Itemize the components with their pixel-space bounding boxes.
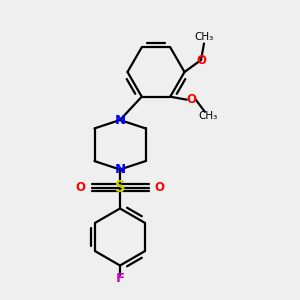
Text: O: O <box>186 93 196 106</box>
Text: N: N <box>114 113 126 127</box>
Text: S: S <box>115 180 125 195</box>
Text: O: O <box>154 181 164 194</box>
Text: CH₃: CH₃ <box>198 111 218 121</box>
Text: O: O <box>76 181 85 194</box>
Text: N: N <box>114 163 126 176</box>
Text: F: F <box>116 272 124 286</box>
Text: CH₃: CH₃ <box>194 32 214 43</box>
Text: O: O <box>196 53 206 67</box>
